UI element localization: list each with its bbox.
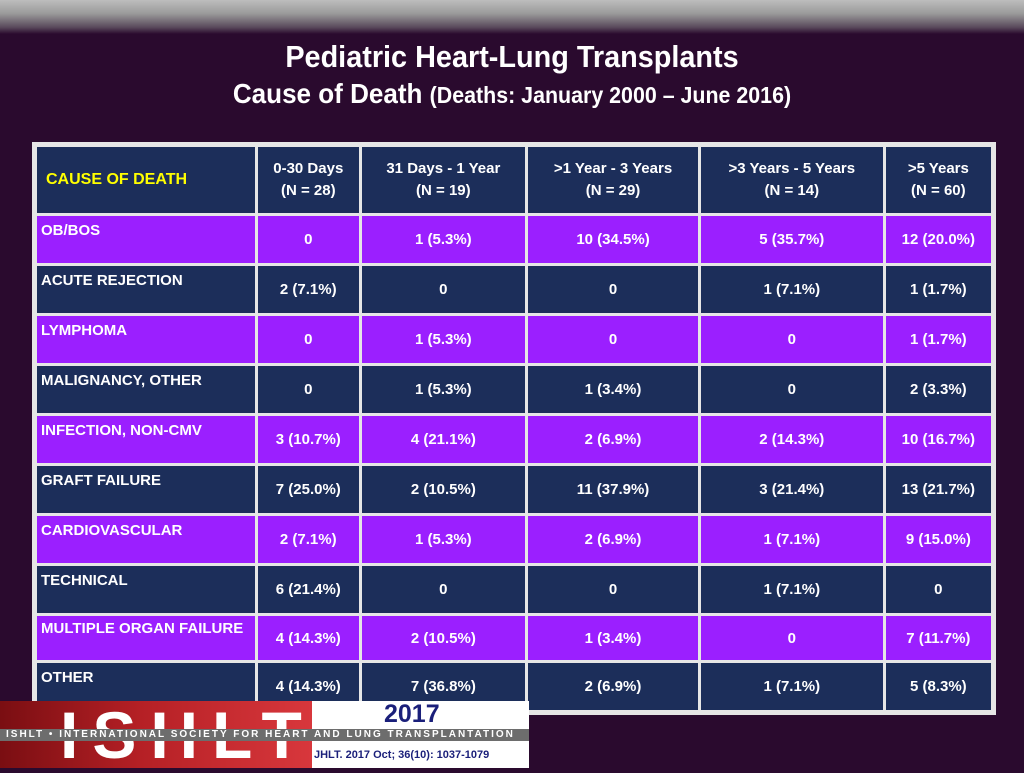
header-col-label: >1 Year - 3 Years [553,160,673,177]
title-line-1: Pediatric Heart-Lung Transplants [285,39,739,74]
table-cell: 1 (5.3%) [361,316,526,363]
header-col-n: (N = 14) [764,182,820,199]
table-row: MALIGNANCY, OTHER 0 1 (5.3%) 1 (3.4%) 0 … [37,366,991,413]
header-col-label: >3 Years - 5 Years [728,160,856,177]
header-col-label: >5 Years [907,160,969,177]
table-cell: 2 (10.5%) [361,616,526,660]
table-cell: 1 (1.7%) [885,266,991,313]
logo-strip [0,729,529,741]
table-cell: 2 (6.9%) [528,663,698,710]
table-cell: 3 (10.7%) [258,416,359,463]
table-cell: 1 (3.4%) [528,366,698,413]
row-cause: CARDIOVASCULAR [37,516,255,563]
table-row: TECHNICAL 6 (21.4%) 0 0 1 (7.1%) 0 [37,566,991,613]
row-cause: GRAFT FAILURE [37,466,255,513]
cause-of-death-table: CAUSE OF DEATH 0-30 Days (N = 28) 31 Days… [32,142,996,715]
title-main-phrase: Cause of Death [232,78,423,109]
header-col-label: 0-30 Days [273,160,344,177]
header-cause-of-death: CAUSE OF DEATH [37,147,255,213]
row-cause: INFECTION, NON-CMV [37,416,255,463]
header-col-0: 0-30 Days (N = 28) [258,147,359,213]
table-cell: 0 [700,366,883,413]
table-cell: 0 [885,566,991,613]
table-cell: 7 (11.7%) [885,616,991,660]
header-col-n: (N = 28) [280,182,336,199]
table-cell: 10 (16.7%) [885,416,991,463]
table-cell: 12 (20.0%) [885,216,991,263]
table-row: GRAFT FAILURE 7 (25.0%) 2 (10.5%) 11 (37… [37,466,991,513]
table-cell: 1 (5.3%) [361,516,526,563]
table-row: MULTIPLE ORGAN FAILURE 4 (14.3%) 2 (10.5… [37,616,991,660]
table-cell: 0 [361,266,526,313]
table-header-row: CAUSE OF DEATH 0-30 Days (N = 28) 31 Days… [37,147,991,213]
table-cell: 2 (10.5%) [361,466,526,513]
slide-title: Pediatric Heart-Lung Transplants Cause o… [0,38,1024,113]
table-cell: 11 (37.9%) [528,466,698,513]
header-col-n: (N = 29) [585,182,641,199]
table-cell: 1 (7.1%) [700,266,883,313]
data-table: CAUSE OF DEATH 0-30 Days (N = 28) 31 Days… [34,144,994,713]
table-cell: 0 [361,566,526,613]
table-cell: 0 [258,366,359,413]
table-row: CARDIOVASCULAR 2 (7.1%) 1 (5.3%) 2 (6.9%… [37,516,991,563]
table-cell: 0 [700,316,883,363]
table-cell: 2 (6.9%) [528,416,698,463]
table-cell: 0 [258,316,359,363]
table-cell: 2 (6.9%) [528,516,698,563]
logo-strip-text: ISHLT • INTERNATIONAL SOCIETY FOR HEART … [6,729,515,740]
row-cause: TECHNICAL [37,566,255,613]
header-col-2: >1 Year - 3 Years (N = 29) [528,147,698,213]
table-cell: 7 (25.0%) [258,466,359,513]
table-cell: 3 (21.4%) [700,466,883,513]
row-cause: MULTIPLE ORGAN FAILURE [37,616,255,660]
journal-citation: JHLT. 2017 Oct; 36(10): 1037-1079 [314,749,490,761]
ishlt-logo-banner: ISHLT ISHLT • INTERNATIONAL SOCIETY FOR … [0,698,529,772]
header-col-label: 31 Days - 1 Year [386,160,501,177]
table-cell: 1 (7.1%) [700,663,883,710]
row-cause: OB/BOS [37,216,255,263]
table-cell: 6 (21.4%) [258,566,359,613]
table-cell: 2 (14.3%) [700,416,883,463]
table-cell: 2 (7.1%) [258,266,359,313]
table-cell: 4 (14.3%) [258,616,359,660]
table-cell: 1 (5.3%) [361,366,526,413]
table-cell: 1 (3.4%) [528,616,698,660]
table-cell: 0 [528,316,698,363]
table-row: INFECTION, NON-CMV 3 (10.7%) 4 (21.1%) 2… [37,416,991,463]
row-cause: MALIGNANCY, OTHER [37,366,255,413]
table-cell: 0 [528,266,698,313]
table-row: OB/BOS 0 1 (5.3%) 10 (34.5%) 5 (35.7%) 1… [37,216,991,263]
table-cell: 9 (15.0%) [885,516,991,563]
table-cell: 0 [700,616,883,660]
row-cause: LYMPHOMA [37,316,255,363]
header-col-4: >5 Years (N = 60) [885,147,991,213]
row-cause: ACUTE REJECTION [37,266,255,313]
top-gradient-bar [0,0,1024,34]
title-date-range: (Deaths: January 2000 – June 2016) [429,82,792,108]
header-col-n: (N = 60) [911,182,966,199]
table-cell: 5 (8.3%) [885,663,991,710]
table-cell: 4 (21.1%) [361,416,526,463]
table-cell: 1 (1.7%) [885,316,991,363]
header-col-1: 31 Days - 1 Year (N = 19) [361,147,526,213]
header-col-n: (N = 19) [416,182,471,199]
table-cell: 13 (21.7%) [885,466,991,513]
header-col-3: >3 Years - 5 Years (N = 14) [700,147,883,213]
table-row: LYMPHOMA 0 1 (5.3%) 0 0 1 (1.7%) [37,316,991,363]
table-cell: 2 (3.3%) [885,366,991,413]
table-cell: 1 (5.3%) [361,216,526,263]
table-cell: 10 (34.5%) [528,216,698,263]
table-cell: 0 [258,216,359,263]
table-cell: 1 (7.1%) [700,516,883,563]
table-cell: 2 (7.1%) [258,516,359,563]
table-cell: 5 (35.7%) [700,216,883,263]
table-cell: 0 [528,566,698,613]
title-line-2: Cause of Death (Deaths: January 2000 – J… [36,76,988,113]
table-row: ACUTE REJECTION 2 (7.1%) 0 0 1 (7.1%) 1 … [37,266,991,313]
table-cell: 1 (7.1%) [700,566,883,613]
report-year: 2017 [384,700,440,728]
